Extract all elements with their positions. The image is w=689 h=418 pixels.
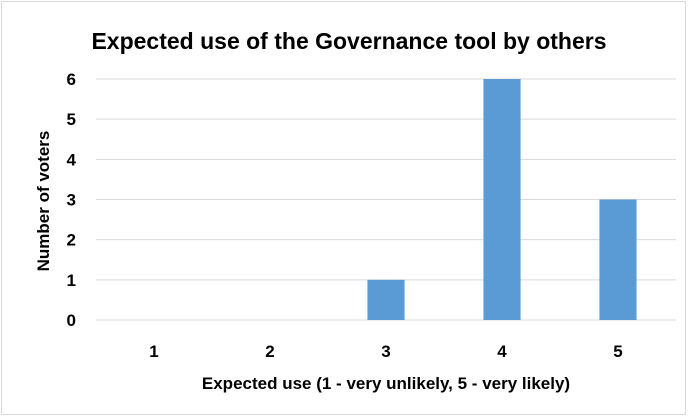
- y-tick-label: 5: [67, 110, 76, 129]
- x-tick-label: 4: [497, 342, 507, 361]
- x-axis-title: Expected use (1 - very unlikely, 5 - ver…: [202, 374, 570, 393]
- chart-title: Expected use of the Governance tool by o…: [91, 28, 606, 54]
- y-axis-ticks: 0 1 2 3 4 5 6: [67, 70, 77, 330]
- x-tick-label: 3: [381, 342, 390, 361]
- y-axis-title: Number of voters: [34, 131, 53, 272]
- y-tick-label: 6: [67, 70, 76, 89]
- bar: [483, 79, 521, 320]
- y-tick-label: 3: [67, 191, 76, 210]
- x-tick-label: 1: [149, 342, 158, 361]
- x-tick-label: 2: [265, 342, 274, 361]
- bars: [367, 79, 637, 320]
- y-tick-label: 1: [67, 271, 76, 290]
- y-tick-label: 0: [67, 311, 76, 330]
- x-tick-label: 5: [613, 342, 622, 361]
- x-axis-ticks: 1 2 3 4 5: [149, 342, 622, 361]
- bar: [599, 199, 637, 320]
- y-tick-label: 2: [67, 231, 76, 250]
- y-tick-label: 4: [67, 150, 77, 169]
- gridlines: [96, 78, 676, 321]
- bar: [367, 279, 405, 320]
